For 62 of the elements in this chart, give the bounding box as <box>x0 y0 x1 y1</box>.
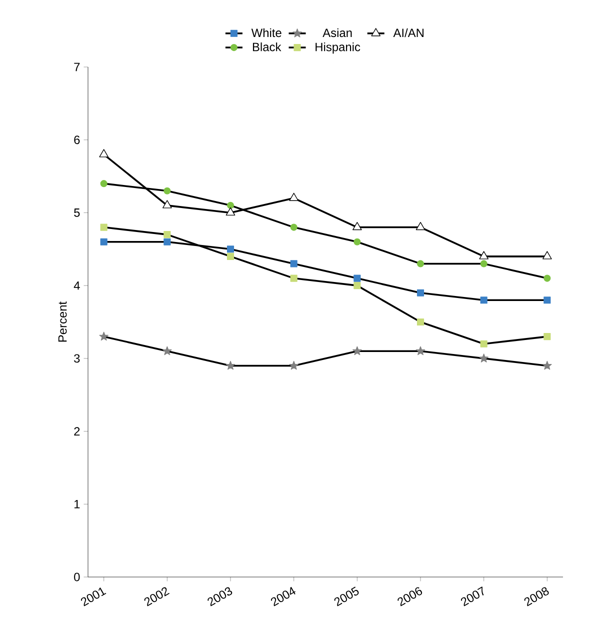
point <box>354 238 361 246</box>
point <box>479 354 488 362</box>
point <box>544 296 551 304</box>
x-tick-label: 2003 <box>208 587 232 606</box>
point <box>164 238 171 246</box>
y-tick-label: 2 <box>74 427 80 436</box>
legend-label: White <box>251 28 282 38</box>
point <box>354 282 361 290</box>
y-tick-label: 1 <box>74 500 80 508</box>
point <box>290 224 298 231</box>
point <box>162 346 172 356</box>
x-tick-label: 2006 <box>398 587 422 606</box>
point <box>100 224 108 231</box>
x-tick-label: 2008 <box>524 587 549 606</box>
y-tick-label: 6 <box>74 136 80 144</box>
point <box>226 202 234 209</box>
y-tick-label: 4 <box>74 281 80 290</box>
y-tick-label: 5 <box>74 208 80 217</box>
point <box>416 289 424 296</box>
x-tick-label: 2005 <box>334 586 359 606</box>
legend-label: Hispanic <box>316 42 360 54</box>
point <box>99 332 108 341</box>
point <box>480 340 488 348</box>
point <box>100 180 108 188</box>
point <box>226 252 234 260</box>
point <box>354 274 361 282</box>
point <box>416 318 424 326</box>
legend-label: AI/AN <box>393 28 424 38</box>
point <box>162 200 172 208</box>
point <box>290 274 298 282</box>
point <box>289 192 298 201</box>
point <box>226 207 236 216</box>
point <box>480 260 488 268</box>
x-tick-label: 2001 <box>80 587 106 606</box>
legend-label: Asian <box>322 28 352 38</box>
point <box>164 231 171 238</box>
x-tick-label: 2004 <box>270 586 296 606</box>
point <box>352 222 362 230</box>
y-axis-title: Percent <box>58 301 67 342</box>
point <box>544 274 551 282</box>
x-tick-label: 2007 <box>460 586 484 606</box>
y-tick-label: 3 <box>74 354 80 363</box>
x-tick-label: 2002 <box>144 587 170 606</box>
y-tick-label: 0 <box>74 572 80 582</box>
point <box>290 260 298 268</box>
point <box>100 238 108 246</box>
point <box>352 346 362 356</box>
point <box>480 296 488 304</box>
point <box>289 360 298 370</box>
point <box>164 187 171 194</box>
point <box>542 360 552 370</box>
point <box>416 222 426 230</box>
y-tick-label: 7 <box>74 62 80 72</box>
point <box>479 251 488 260</box>
point <box>416 260 424 268</box>
point <box>416 346 426 356</box>
point <box>226 246 234 253</box>
point <box>226 360 236 370</box>
point <box>99 149 108 158</box>
legend-label: Black <box>252 42 282 52</box>
point <box>544 333 551 340</box>
point <box>542 251 552 260</box>
